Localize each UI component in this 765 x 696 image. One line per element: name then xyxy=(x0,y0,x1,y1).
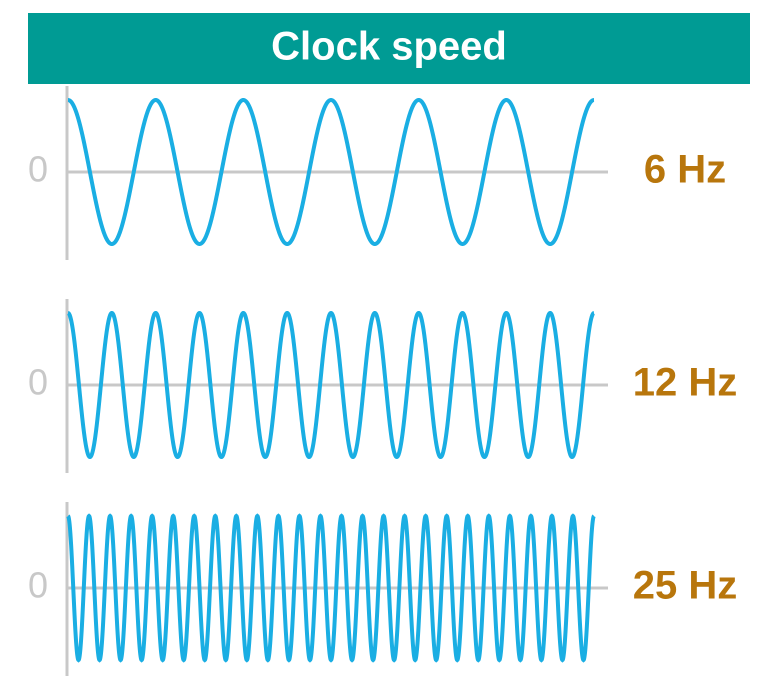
zero-label: 0 xyxy=(28,565,48,606)
wave xyxy=(67,310,595,460)
title: Clock speed xyxy=(271,25,507,69)
frequency-label: 6 Hz xyxy=(644,148,726,192)
zero-label: 0 xyxy=(28,362,48,403)
wave xyxy=(66,513,596,663)
frequency-label: 25 Hz xyxy=(633,564,738,608)
wave xyxy=(67,97,595,247)
header-bar xyxy=(28,13,750,84)
frequency-label: 12 Hz xyxy=(633,361,738,405)
zero-label: 0 xyxy=(28,149,48,190)
